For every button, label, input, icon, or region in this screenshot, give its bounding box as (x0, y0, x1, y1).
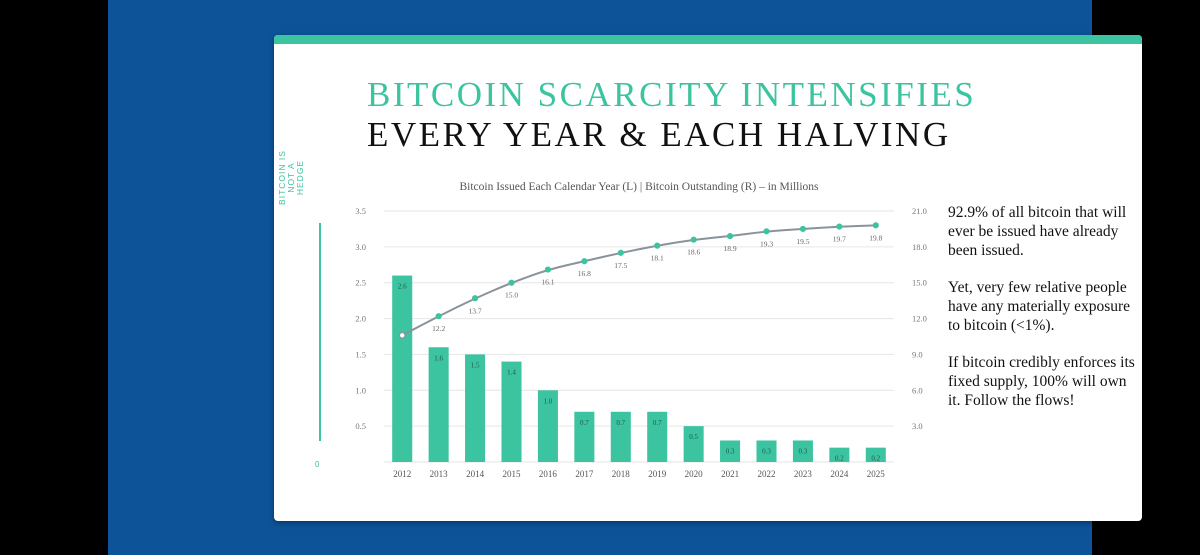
bar (829, 447, 850, 462)
line-label: 13.7 (469, 306, 482, 315)
line-point (799, 225, 807, 233)
y-right-tick-label: 15.0 (912, 278, 927, 288)
y-left-tick-label: 2.0 (355, 314, 366, 324)
bar (465, 354, 486, 462)
x-tick-label: 2016 (539, 469, 558, 479)
bar (392, 275, 413, 462)
notes-panel: 92.9% of all bitcoin that will ever be i… (948, 203, 1138, 428)
y-left-tick-label: 0.5 (355, 421, 366, 431)
x-tick-label: 2025 (867, 469, 886, 479)
note-3: If bitcoin credibly enforces its fixed s… (948, 354, 1135, 409)
line-point (654, 242, 661, 249)
bar (501, 361, 522, 462)
bar-label: 0.2 (835, 455, 844, 463)
bar (537, 390, 558, 462)
bar-label: 2.6 (398, 283, 407, 291)
line-label: 16.1 (541, 278, 554, 287)
y-left-tick-label: 1.5 (355, 349, 366, 359)
y-right-tick-label: 12.0 (912, 314, 927, 324)
x-tick-label: 2020 (685, 469, 704, 479)
bar-label: 1.6 (434, 354, 443, 362)
side-divider (319, 223, 321, 441)
line-label: 12.2 (432, 324, 445, 333)
line-label: 16.8 (578, 269, 591, 278)
x-tick-label: 2013 (430, 469, 449, 479)
bar-label: 1.5 (471, 361, 480, 369)
bar (792, 440, 813, 462)
y-left-tick-label: 1.0 (355, 385, 366, 395)
bar (756, 440, 777, 462)
x-tick-label: 2024 (830, 469, 849, 479)
line-point (617, 249, 624, 256)
x-tick-label: 2018 (612, 469, 631, 479)
line-point (726, 233, 734, 240)
line-label: 19.5 (796, 237, 809, 246)
line-point (471, 295, 479, 302)
note-2: Yet, very few relative people have any m… (948, 279, 1131, 334)
x-tick-label: 2022 (758, 469, 776, 479)
note-1: 92.9% of all bitcoin that will ever be i… (948, 204, 1127, 259)
outstanding-line (401, 224, 876, 337)
line-point (581, 258, 588, 265)
y-left-tick-label: 2.5 (355, 278, 366, 288)
line-label: 18.1 (651, 254, 664, 263)
line-label: 18.6 (687, 248, 700, 257)
line-point (836, 223, 843, 230)
x-tick-label: 2015 (503, 469, 522, 479)
bar-label: 1.4 (507, 369, 516, 377)
bar-label: 1.0 (544, 397, 553, 405)
line-label: 19.8 (869, 233, 882, 242)
x-tick-label: 2014 (466, 469, 485, 479)
x-tick-label: 2017 (575, 469, 594, 479)
bar (683, 426, 704, 462)
line-point (435, 313, 442, 320)
line-label: 17.5 (614, 261, 627, 270)
bar (428, 347, 449, 462)
title-line-1: BITCOIN SCARCITY INTENSIFIES (367, 75, 977, 114)
y-right-tick-label: 3.0 (912, 421, 923, 431)
y-right-tick-label: 21.0 (912, 206, 927, 216)
line-label: 18.9 (724, 244, 737, 253)
line-point (398, 331, 406, 339)
bar-label: 0.3 (726, 447, 735, 455)
bar-label: 0.3 (799, 447, 808, 455)
x-tick-label: 2012 (393, 469, 411, 479)
y-right-tick-label: 9.0 (912, 349, 923, 359)
bar (647, 411, 668, 462)
line-label: 15.0 (505, 291, 518, 300)
x-tick-label: 2019 (648, 469, 667, 479)
y-right-tick-label: 6.0 (912, 385, 923, 395)
bar-label: 0.2 (871, 455, 880, 463)
combo-chart: Bitcoin Issued Each Calendar Year (L) | … (355, 181, 927, 479)
chart-title: Bitcoin Issued Each Calendar Year (L) | … (459, 181, 819, 193)
bar-label: 0.5 (689, 433, 698, 441)
slide-accent-bar (274, 35, 1142, 44)
x-tick-label: 2023 (794, 469, 813, 479)
side-number: 0 (315, 460, 320, 469)
slide: BITCOIN IS NOT A HEDGE 0 BITCOIN SCARCIT… (274, 35, 1142, 521)
bar (574, 411, 595, 462)
line-point (763, 228, 770, 235)
line-point (690, 236, 697, 243)
presentation-background: BITCOIN IS NOT A HEDGE 0 BITCOIN SCARCIT… (108, 0, 1142, 555)
y-right-tick-label: 18.0 (912, 242, 927, 252)
line-point (872, 222, 879, 229)
bar-label: 0.7 (616, 419, 625, 427)
line-label: 19.3 (760, 239, 773, 248)
y-left-tick-label: 3.5 (355, 206, 366, 216)
title-line-2: EVERY YEAR & EACH HALVING (367, 115, 951, 154)
bar (610, 411, 631, 462)
bar (720, 440, 741, 462)
side-tag: BITCOIN IS NOT A HEDGE (277, 150, 305, 205)
line-point (508, 279, 515, 286)
bar (865, 447, 886, 462)
bar-label: 0.7 (580, 419, 589, 427)
bar-label: 0.7 (653, 419, 662, 427)
bar-label: 0.3 (762, 447, 771, 455)
y-left-tick-label: 3.0 (355, 242, 366, 252)
line-label: 19.7 (833, 235, 846, 244)
line-point (544, 266, 552, 273)
x-tick-label: 2021 (721, 469, 739, 479)
